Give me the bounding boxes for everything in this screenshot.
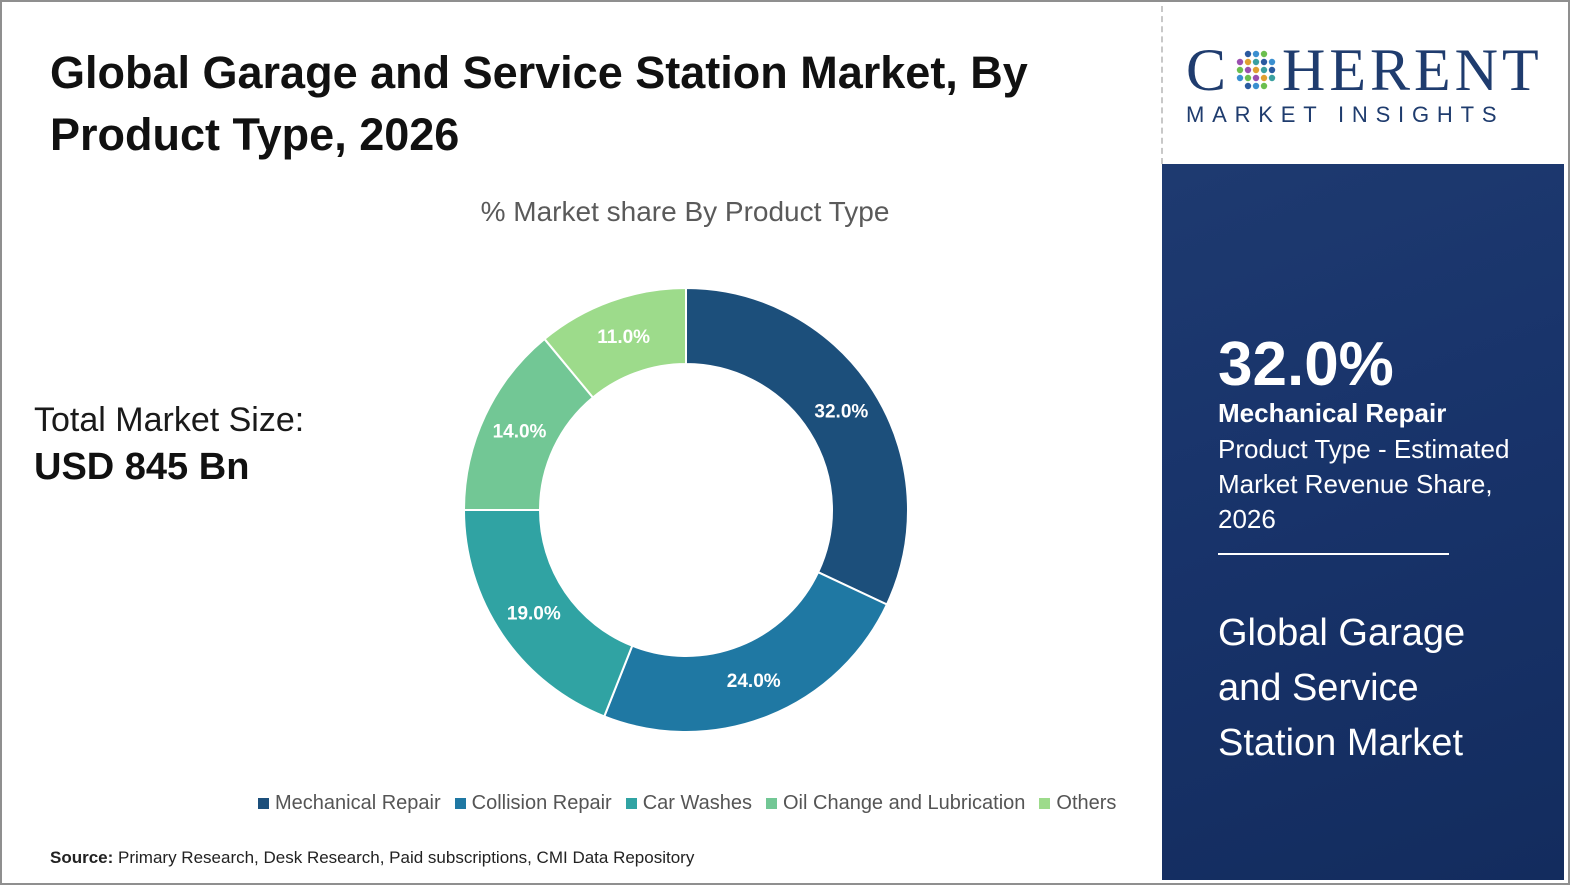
logo-letter-c: C (1186, 37, 1231, 103)
legend-item: Collision Repair (454, 792, 612, 815)
legend-item: Oil Change and Lubrication (766, 792, 1025, 815)
legend-swatch (1039, 798, 1051, 809)
highlight-category: Mechanical Repair (1218, 398, 1447, 428)
market-size-block: Total Market Size: USD 845 Bn (34, 398, 304, 492)
legend-label: Car Washes (642, 792, 752, 814)
page-title: Global Garage and Service Station Market… (50, 47, 1028, 160)
legend-label: Oil Change and Lubrication (783, 792, 1026, 814)
legend-label: Mechanical Repair (275, 792, 441, 814)
source-label: Source: (50, 848, 114, 867)
donut-slice-collision-repair (602, 570, 889, 733)
source-note: Source: Primary Research, Desk Research,… (50, 848, 694, 868)
highlight-value: 32.0% (1218, 330, 1394, 399)
highlight-divider (1218, 553, 1449, 555)
legend-swatch (625, 798, 637, 809)
logo-wordmark: C HERENT (1186, 38, 1546, 102)
donut-chart: 32.0% 24.0% 19.0% 14.0% 11.0% (462, 286, 909, 733)
market-size-label: Total Market Size: (34, 401, 305, 439)
donut-label-mechanical-repair: 32.0% (814, 401, 868, 422)
chart-title: % Market share By Product Type (480, 196, 890, 227)
highlight-description: Product Type - Estimated Market Revenue … (1218, 434, 1510, 534)
logo-dot-grid-icon (1236, 50, 1276, 90)
company-logo: C HERENT MARKET INSIGHTS (1186, 38, 1546, 128)
legend-item: Others (1039, 792, 1116, 815)
donut-slice-others (543, 286, 687, 399)
highlight-panel: 32.0% Mechanical Repair Product Type - E… (1162, 164, 1564, 880)
highlight-market-name: Global Garage and Service Station Market (1218, 612, 1466, 764)
legend-swatch (454, 798, 466, 809)
source-text: Primary Research, Desk Research, Paid su… (113, 848, 695, 867)
donut-label-others: 11.0% (597, 327, 650, 348)
legend-item: Mechanical Repair (258, 792, 441, 815)
legend-swatch (258, 798, 269, 809)
donut-slice-mechanical-repair (685, 286, 909, 606)
legend-swatch (766, 798, 777, 809)
logo-tagline: MARKET INSIGHTS (1186, 102, 1505, 127)
header-divider (1161, 6, 1163, 164)
chart-legend: Mechanical Repair Collision Repair Car Was… (258, 792, 1158, 815)
donut-label-car-washes: 19.0% (507, 603, 561, 624)
legend-item: Car Washes (625, 792, 752, 815)
legend-label: Collision Repair (471, 792, 612, 814)
logo-letters-herent: HERENT (1282, 37, 1543, 103)
donut-label-collision-repair: 24.0% (727, 671, 781, 692)
legend-label: Others (1056, 792, 1117, 814)
donut-label-oil-change-and-lubrication: 14.0% (493, 422, 547, 443)
market-size-value: USD 845 Bn (34, 446, 250, 488)
